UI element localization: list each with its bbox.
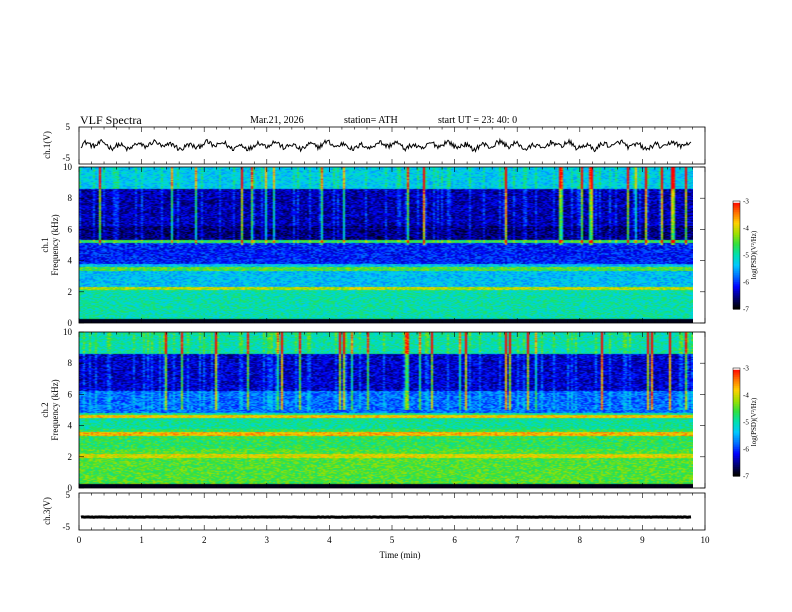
station-label: station= ATH: [344, 115, 398, 126]
freq-tick-1-5: 10: [63, 162, 73, 172]
x-tick-label-9: 9: [640, 535, 645, 545]
colorbar-tick-2-3: -6: [743, 446, 749, 454]
x-tick-label-3: 3: [265, 535, 270, 545]
x-tick-label-7: 7: [515, 535, 520, 545]
ch1-ytick-bottom: -5: [63, 153, 71, 163]
colorbar-tick-1-0: -3: [743, 198, 749, 206]
freq-tick-2-1: 2: [68, 452, 73, 462]
chart-title: VLF Spectra: [80, 113, 142, 127]
start-time-label: start UT = 23: 40: 0: [438, 115, 517, 126]
colorbar-tick-1-3: -6: [743, 279, 749, 287]
freq-tick-2-4: 8: [68, 358, 73, 368]
colorbar-tick-1-4: -7: [743, 306, 749, 314]
date-label: Mar.21, 2026: [250, 115, 304, 126]
freq-tick-1-3: 6: [68, 224, 73, 234]
freq-tick-1-2: 4: [68, 256, 73, 266]
ch3-ylabel: ch.3(V): [42, 497, 52, 525]
ch2-spectrogram-panel: 0 2 4 6 8 10 ch.2 Frequency (kHz): [40, 327, 706, 493]
colorbar-label-2: log(PSD)(V²/Hz): [750, 397, 758, 446]
x-tick-label-8: 8: [578, 535, 583, 545]
ch3-ytick-bottom: -5: [63, 522, 71, 532]
freq-tick-1-0: 0: [68, 318, 73, 328]
ch3-waveform-panel: 5 -5 ch.3(V) 0 1 2 3 4 5 6 7 8 9 10 Time (min): [42, 490, 710, 560]
ch2-spectrogram-image: [79, 332, 693, 488]
colorbar-tick-2-1: -4: [743, 392, 749, 400]
ch1-colorbar: -3 -4 -5 -6 -7 log(PSD)(V²/Hz): [732, 198, 758, 314]
colorbar-tick-2-0: -3: [743, 365, 749, 373]
x-tick-label-4: 4: [327, 535, 332, 545]
ch1-spectrogram-panel: 0 2 4 6 8 10 ch.1 Frequency (kHz): [40, 162, 706, 328]
x-tick-label-5: 5: [390, 535, 395, 545]
ch3-ytick-top: 5: [66, 490, 71, 500]
x-tick-label-0: 0: [77, 535, 82, 545]
ch1-spectrogram-image: [79, 167, 693, 323]
ch1-ytick-top: 5: [66, 122, 71, 132]
x-tick-label-6: 6: [452, 535, 457, 545]
ch1-spec-label: ch.1: [40, 237, 50, 252]
ch1-waveform-panel: 5 -5 ch.1(V): [42, 122, 706, 165]
ch1-waveform-line: [80, 137, 692, 153]
ch1-ylabel: ch.1(V): [42, 131, 52, 159]
x-axis-label: Time (min): [380, 550, 421, 560]
colorbar-tick-1-1: -4: [743, 225, 749, 233]
ch1-freq-label: Frequency (kHz): [50, 214, 60, 275]
freq-tick-1-1: 2: [68, 287, 73, 297]
ch3-frame: [78, 492, 706, 531]
freq-tick-2-5: 10: [63, 327, 73, 337]
x-tick-label-2: 2: [202, 535, 207, 545]
freq-tick-2-0: 0: [68, 483, 73, 493]
colorbar-tick-2-4: -7: [743, 473, 749, 481]
freq-tick-2-2: 4: [68, 421, 73, 431]
ch2-freq-label: Frequency (kHz): [50, 379, 60, 440]
x-tick-label-1: 1: [139, 535, 144, 545]
ch2-colorbar: -3 -4 -5 -6 -7 log(PSD)(V²/Hz): [732, 365, 758, 481]
freq-tick-2-3: 6: [68, 389, 73, 399]
colorbar-tick-2-2: -5: [743, 419, 749, 427]
freq-tick-1-4: 8: [68, 193, 73, 203]
x-tick-label-10: 10: [701, 535, 711, 545]
ch2-spec-label: ch.2: [40, 402, 50, 417]
colorbar-tick-1-2: -5: [743, 252, 749, 260]
colorbar-label-1: log(PSD)(V²/Hz): [750, 230, 758, 279]
